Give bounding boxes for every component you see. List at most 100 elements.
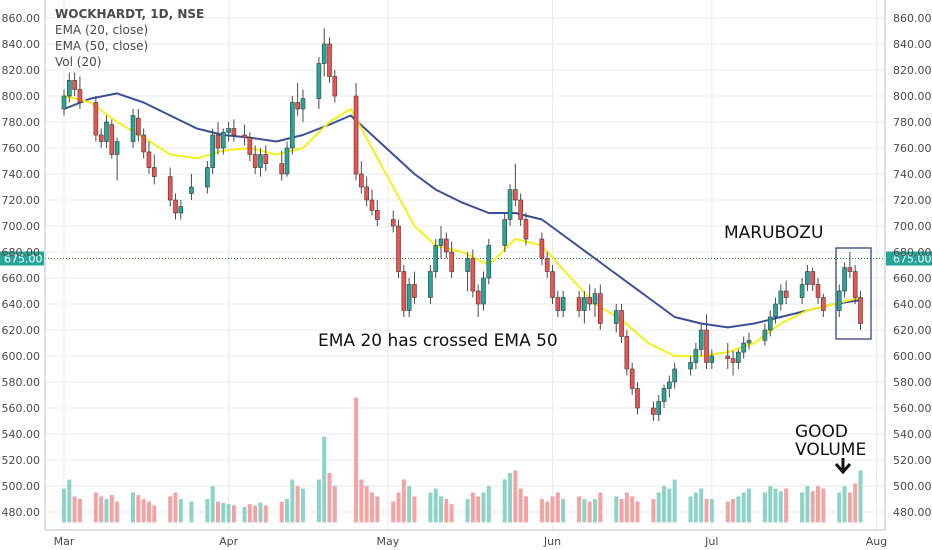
- candle-body: [667, 381, 672, 389]
- candle-body: [141, 134, 146, 153]
- candle: [810, 267, 816, 291]
- price-tag-right: [886, 251, 932, 266]
- candle-body: [810, 271, 816, 285]
- candle-body: [513, 189, 518, 201]
- y-tick-label-left: 700.00: [2, 220, 41, 233]
- volume-bar: [709, 499, 714, 523]
- volume-bar: [247, 504, 252, 523]
- volume-bar: [67, 479, 72, 523]
- volume-bar: [598, 492, 603, 523]
- candle: [587, 284, 592, 311]
- candle: [762, 323, 768, 346]
- y-tick-label-left: 480.00: [2, 506, 41, 519]
- volume-bar: [465, 499, 470, 523]
- candle-body: [396, 225, 401, 272]
- candle-body: [736, 351, 741, 363]
- legend-ema20[interactable]: EMA (20, close): [55, 23, 148, 37]
- volume-bar: [853, 483, 858, 523]
- price-tag-left-text: 675.00: [4, 253, 43, 266]
- candle: [93, 96, 99, 142]
- volume-bar: [258, 502, 263, 523]
- candle: [709, 349, 715, 369]
- candle: [109, 119, 115, 159]
- candle: [725, 343, 731, 369]
- candle: [539, 232, 545, 265]
- candle: [518, 193, 523, 226]
- volume-bar: [619, 499, 624, 523]
- candle: [486, 239, 492, 285]
- candle: [263, 145, 269, 172]
- candle: [513, 163, 518, 207]
- y-tick-label-right: 660.00: [893, 272, 932, 285]
- candle: [821, 293, 826, 317]
- volume-bar: [242, 506, 247, 523]
- y-tick-label-right: 840.00: [893, 38, 932, 51]
- x-tick-label: Jul: [704, 535, 718, 548]
- candle-body: [741, 342, 746, 353]
- volume-bars: [62, 397, 863, 523]
- volume-bar: [614, 496, 619, 523]
- candle-body: [805, 271, 810, 285]
- candles: [61, 28, 863, 421]
- candle-body: [624, 336, 630, 370]
- candle: [146, 141, 152, 174]
- volume-bar: [359, 479, 364, 523]
- chart-grid: [45, 0, 885, 530]
- candle: [651, 401, 656, 421]
- y-tick-label-left: 800.00: [2, 90, 41, 103]
- y-tick-label-right: 620.00: [893, 324, 932, 337]
- candle-body: [167, 176, 173, 201]
- volume-bar: [375, 496, 380, 523]
- candle: [151, 154, 157, 185]
- volume-bar: [635, 501, 640, 523]
- candle-body: [661, 388, 667, 402]
- candle-body: [114, 141, 120, 155]
- volume-bar: [115, 501, 120, 523]
- volume-bar: [332, 486, 337, 523]
- candle-body: [226, 128, 231, 133]
- candle-body: [852, 271, 858, 298]
- volume-bar: [391, 501, 396, 523]
- candle-body: [821, 297, 826, 311]
- candle-body: [635, 388, 640, 409]
- volume-bar: [624, 492, 629, 523]
- x-tick-label: Jun: [543, 535, 561, 548]
- volume-bar: [173, 492, 178, 523]
- volume-bar: [253, 505, 258, 523]
- volume-bar: [109, 495, 114, 523]
- y-tick-label-left: 820.00: [2, 64, 41, 77]
- current-price-line: 675.00 675.00: [0, 251, 932, 266]
- volume-bar: [295, 486, 300, 523]
- volume-bar: [205, 499, 210, 523]
- candle: [173, 193, 178, 220]
- candle: [178, 200, 184, 220]
- volume-bar: [502, 479, 507, 523]
- candle-body: [327, 43, 332, 77]
- candle-body: [364, 186, 369, 201]
- y-tick-label-left: 620.00: [2, 324, 41, 337]
- candle: [205, 161, 210, 194]
- candle-body: [842, 267, 847, 292]
- candle-body: [507, 189, 513, 220]
- volume-bar: [401, 479, 406, 523]
- candle: [592, 288, 598, 317]
- candle: [481, 271, 486, 311]
- candle: [730, 350, 736, 376]
- candle-body: [321, 43, 327, 64]
- candle-body: [136, 117, 141, 136]
- candle-body: [390, 219, 396, 227]
- legend-ema50[interactable]: EMA (50, close): [55, 39, 148, 53]
- candle-body: [698, 329, 704, 350]
- volume-bar: [539, 499, 544, 523]
- x-tick-label: May: [377, 535, 400, 548]
- candle: [550, 265, 555, 304]
- candle: [783, 280, 789, 304]
- candle: [778, 284, 784, 311]
- candle: [635, 382, 640, 415]
- price-tag-left: [0, 251, 44, 266]
- candle: [167, 167, 173, 207]
- volume-bar: [407, 486, 412, 523]
- legend-volume[interactable]: Vol (20): [55, 55, 101, 69]
- candle: [847, 252, 853, 278]
